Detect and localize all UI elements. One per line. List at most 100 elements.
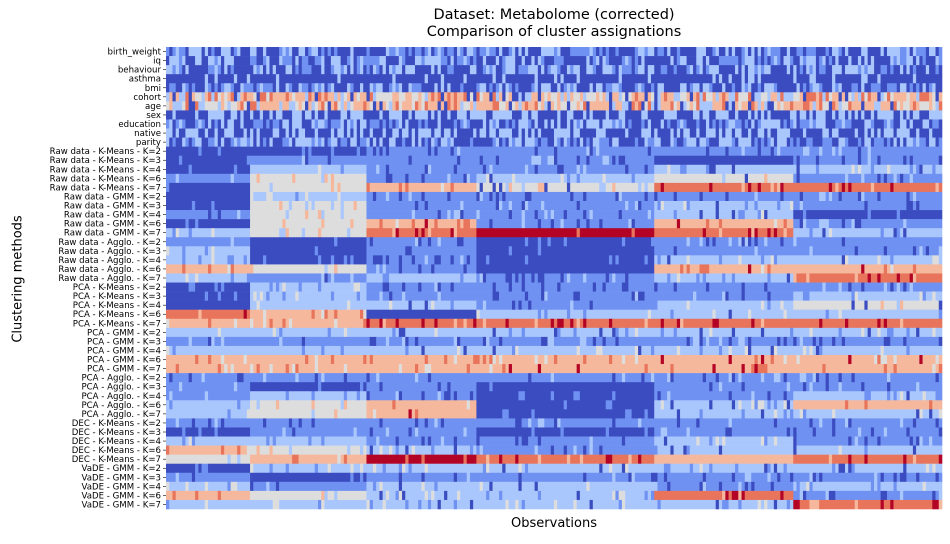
heatmap-cell [621,436,626,446]
heatmap-row [166,300,943,311]
heatmap-cell [563,427,607,437]
heatmap-cell [372,481,377,492]
heatmap-cell [427,47,432,57]
heatmap-cell [767,56,771,66]
heatmap-cell [906,155,910,166]
heatmap-cell [282,101,290,111]
heatmap-cell [356,92,361,102]
heatmap-cell [647,210,652,220]
heatmap-cell [395,119,400,129]
heatmap-cell [634,83,639,93]
heatmap-cell [887,137,891,147]
heatmap-cell [683,119,687,129]
heatmap-cell [621,463,626,474]
heatmap-cell [896,101,901,111]
heatmap-cell [848,463,852,474]
heatmap-cell [418,119,422,129]
heatmap-cell [511,327,522,338]
heatmap-cell [337,191,341,202]
heatmap-cell [195,101,199,111]
heatmap-cell [427,300,432,311]
heatmap-cell [767,364,823,374]
heatmap-cell [489,454,500,465]
heatmap-cell [220,327,273,338]
heatmap-cell [919,355,923,365]
heatmap-cell [760,83,765,93]
heatmap-cell [379,291,383,301]
heatmap-cell [777,336,781,347]
heatmap-cell [482,119,487,129]
heatmap-cell [576,173,581,184]
heatmap-cell [576,74,581,84]
heatmap-cell [806,210,868,220]
heatmap-cell [460,336,484,347]
heatmap-cell [427,255,435,265]
heatmap-cell [185,255,199,265]
heatmap-cell [175,65,180,75]
heatmap-cell [793,436,797,446]
heatmap-cell [340,119,345,129]
heatmap-cell [479,128,487,138]
heatmap-cell [547,237,552,247]
heatmap-cell [214,255,228,265]
heatmap-cell [466,119,471,129]
heatmap-cell [570,47,590,57]
heatmap-cell [395,65,403,75]
heatmap-cell [874,119,885,129]
heatmap-cell [654,182,661,193]
heatmap-cell [250,210,286,220]
heatmap-cell [537,309,542,320]
heatmap-cell [457,237,464,247]
heatmap-cell [773,355,784,365]
heatmap-row [166,445,943,455]
heatmap-cell [327,273,332,283]
heatmap-cell [654,47,658,57]
heatmap-cell [741,146,746,157]
heatmap-cell [793,92,801,102]
heatmap-cell [524,182,539,193]
heatmap-cell [857,137,862,147]
heatmap-cell [263,119,267,129]
heatmap-cell [686,237,691,247]
heatmap-cell [541,47,555,57]
heatmap-cell [906,92,910,102]
heatmap-cell [376,373,380,383]
heatmap-cell [447,47,455,57]
heatmap-cell [431,47,435,57]
heatmap-cell [608,318,613,329]
heatmap-cell [256,300,261,311]
heatmap-cell [932,436,943,446]
heatmap-cell [382,481,400,492]
heatmap-cell [673,400,710,410]
heatmap-cell [395,490,400,501]
heatmap-cell [612,182,616,193]
heatmap-cell [547,291,574,301]
heatmap-cell [457,110,467,120]
heatmap-cell [495,47,500,57]
heatmap-cell [437,391,442,401]
heatmap-cell [360,391,367,401]
heatmap-cell [654,246,674,256]
heatmap-cell [670,400,674,410]
heatmap-cell [570,309,584,320]
heatmap-cell [854,110,859,120]
heatmap-cell [402,291,406,301]
heatmap-cell [560,83,564,93]
heatmap-cell [812,481,872,492]
heatmap-cell [731,237,739,247]
heatmap-cell [845,92,849,102]
heatmap-cell [599,119,603,129]
row-tick-label: VaDE - GMM - K=4 [82,482,161,492]
heatmap-cell [172,345,176,356]
heatmap-cell [731,309,749,320]
heatmap-cell [592,210,619,220]
heatmap-cell [321,164,341,175]
heatmap-cell [770,47,781,57]
heatmap-cell [382,282,390,292]
heatmap-cell [741,47,746,57]
heatmap-row [166,436,943,446]
heatmap-cell [557,146,587,157]
heatmap-cell [431,499,438,510]
heatmap-cell [308,47,312,57]
heatmap-cell [324,345,341,356]
